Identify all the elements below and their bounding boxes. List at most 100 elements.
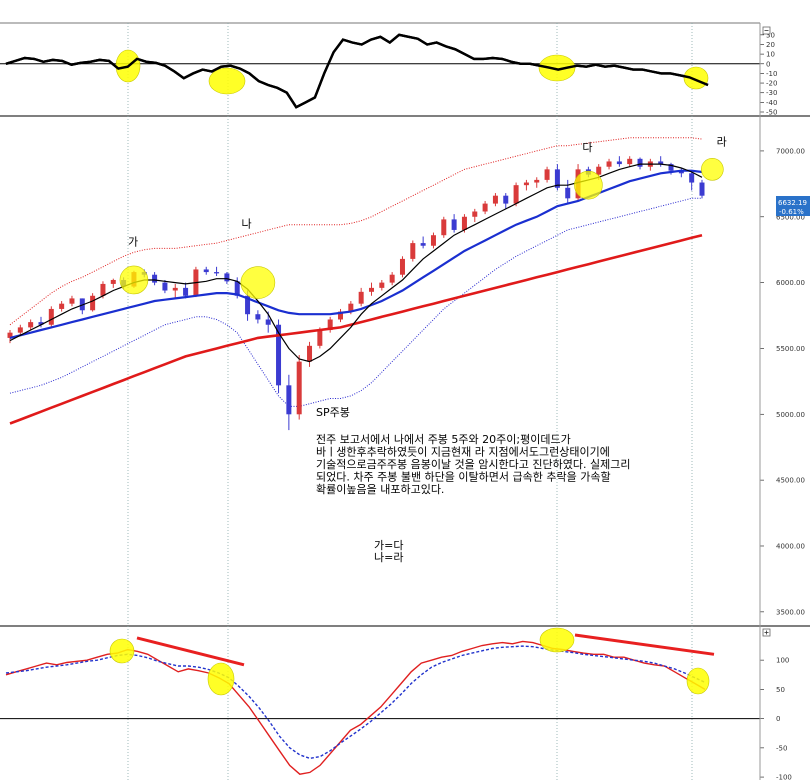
- candle-body-20: [214, 272, 220, 274]
- last-change-badge-bg: [776, 207, 810, 216]
- candle-body-1: [17, 327, 23, 333]
- top-highlight-2: [538, 54, 576, 82]
- price-highlight-1: [240, 266, 276, 299]
- candle-body-64: [668, 164, 674, 171]
- top-tick-label-6: -30: [766, 89, 777, 97]
- candle-body-52: [544, 169, 550, 180]
- point-label-2: 다: [582, 141, 592, 154]
- candle-body-6: [69, 298, 75, 304]
- candle-body-15: [162, 282, 168, 291]
- top-tick-label-4: -10: [766, 70, 777, 78]
- top-tick-label-3: 0: [766, 60, 770, 68]
- point-label-3: 라: [717, 136, 727, 149]
- price-tick-label-3: 5500.00: [776, 345, 805, 353]
- candle-body-14: [152, 274, 158, 283]
- top-tick-label-1: 20: [766, 41, 775, 49]
- candle-body-59: [616, 161, 622, 165]
- candle-body-24: [255, 314, 261, 320]
- legend-note-1: 나=라: [374, 551, 403, 564]
- chart-title: SP주봉: [316, 406, 350, 419]
- top-tick-label-0: 30: [766, 31, 775, 39]
- candle-body-60: [627, 158, 633, 165]
- candle-body-39: [410, 243, 416, 259]
- candle-body-53: [554, 169, 560, 188]
- bot-highlight-3: [686, 667, 710, 695]
- candle-body-25: [265, 319, 271, 325]
- top-highlight-1: [208, 67, 246, 95]
- bottom-panel-expand-icon[interactable]: [762, 628, 771, 637]
- candle-body-9: [100, 283, 106, 296]
- candle-body-40: [420, 243, 426, 246]
- last-price-badge: 6632.19 -0.61%: [776, 196, 810, 216]
- oscillator-bottom-panel: 100 50 0 -50 -100: [0, 625, 810, 780]
- top-tick-label-7: -40: [766, 99, 777, 107]
- annotation-line-3: 되었다. 차주 주봉 불밴 하단을 이탈하면서 급속한 추락을 가속할: [316, 470, 611, 484]
- candle-body-44: [461, 216, 467, 230]
- price-tick-label-4: 5000.00: [776, 411, 805, 419]
- last-change-text: -0.61%: [779, 208, 804, 216]
- candle-body-7: [79, 298, 85, 311]
- candle-body-66: [689, 173, 695, 183]
- candle-body-67: [699, 182, 705, 196]
- candle-body-0: [7, 332, 13, 338]
- bot-highlight-1: [207, 662, 235, 696]
- bot-tick-label-0: 100: [776, 657, 789, 665]
- candle-body-26: [276, 324, 282, 386]
- candle-body-32: [338, 311, 344, 320]
- candle-body-36: [379, 282, 385, 288]
- candle-body-31: [327, 319, 333, 331]
- last-price-badge-bg: [776, 196, 810, 207]
- point-label-0: 가: [128, 236, 138, 249]
- oscillator-top-panel: 30 20 100 -10 -20-30 -40 -50: [0, 22, 810, 117]
- candle-body-2: [28, 322, 34, 328]
- candle-body-48: [503, 195, 509, 204]
- candle-body-22: [234, 281, 240, 296]
- candle-body-19: [203, 269, 209, 273]
- price-highlight-2: [574, 170, 603, 200]
- annotation-line-2: 기술적으로금주주봉 음봉이날 것을 암시한다고 진단하였다. 실제그리: [316, 457, 630, 471]
- candle-body-47: [492, 195, 498, 204]
- candle-body-65: [678, 170, 684, 174]
- candle-body-46: [482, 203, 488, 212]
- annotation-line-1: 바ㅣ생한후추락하였듯이 지금현재 라 지점에서도그런상태이기에: [316, 445, 610, 459]
- price-highlight-0: [119, 265, 149, 295]
- ma-mid-line: [9, 169, 703, 339]
- candle-body-37: [389, 274, 395, 283]
- trend-line-1: [574, 633, 715, 656]
- bot-highlight-2: [539, 627, 575, 653]
- annotation-line-4: 확률이높음을 내포하고있다.: [316, 482, 444, 496]
- price-tick-label-6: 4000.00: [776, 542, 805, 550]
- candle-body-30: [317, 330, 323, 346]
- price-tick-label-1: 6500.00: [776, 213, 805, 221]
- candle-body-21: [224, 273, 230, 282]
- candle-body-3: [38, 322, 44, 325]
- annotation-block: 전주 보고서에서 나에서 주봉 5주와 20주이;평이데드가바ㅣ생한후추락하였듯…: [316, 433, 630, 496]
- top-panel-expand-icon[interactable]: [762, 26, 771, 35]
- candle-body-63: [658, 161, 664, 165]
- band-lower-line: [9, 197, 702, 407]
- top-tick-label-8: -50: [766, 109, 777, 117]
- top-series-line: [5, 33, 709, 109]
- candle-body-4: [48, 308, 54, 325]
- bot-tick-label-3: -50: [776, 744, 787, 752]
- candle-body-54: [565, 187, 571, 199]
- top-tick-label-5: -20: [766, 80, 777, 88]
- top-tick-label-2: 10: [766, 51, 775, 59]
- annotation-line-0: 전주 보고서에서 나에서 주봉 5주와 20주이;평이데드가: [316, 433, 571, 446]
- price-tick-label-2: 6000.00: [776, 279, 805, 287]
- bot-tick-label-1: 50: [776, 686, 785, 694]
- candle-body-27: [286, 385, 292, 415]
- bot-tick-label-2: 0: [776, 715, 780, 723]
- bot-series-dashed: [5, 645, 706, 760]
- price-highlight-3: [701, 158, 724, 181]
- last-price-text: 6632.19: [778, 199, 807, 207]
- candle-body-35: [368, 287, 374, 292]
- candle-body-38: [399, 258, 405, 275]
- candle-body-34: [358, 291, 364, 304]
- candle-body-61: [637, 158, 643, 167]
- price-panel: 7000.00 6500.00 6000.00 5500.00 5000.00 4500.…: [7, 116, 810, 626]
- candle-body-8: [90, 295, 96, 311]
- price-tick-label-7: 3500.00: [776, 608, 805, 616]
- candle-body-41: [430, 235, 436, 246]
